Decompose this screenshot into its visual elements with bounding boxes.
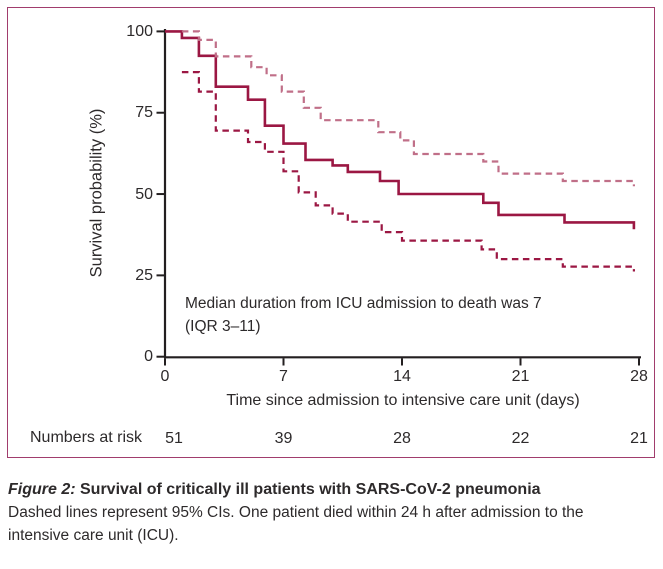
x-tick-label: 14 — [393, 368, 411, 385]
caption-title-text: Survival of critically ill patients with… — [75, 481, 541, 498]
x-tick-label: 28 — [630, 368, 648, 385]
y-tick-label: 100 — [126, 22, 153, 40]
figure-panel — [7, 7, 655, 458]
y-tick-label: 75 — [135, 104, 153, 122]
median-annotation: Median duration from ICU admission to de… — [185, 292, 542, 338]
y-axis-title: Survival probability (%) — [87, 108, 106, 278]
x-tick-label: 21 — [511, 368, 530, 385]
numbers-at-risk-label: Numbers at risk — [30, 429, 143, 446]
caption-body: Dashed lines represent 95% CIs. One pati… — [8, 504, 584, 544]
x-tick-label: 0 — [160, 368, 170, 385]
series-lower-95ci — [181, 71, 635, 272]
median-annotation-line2: (IQR 3–11) — [185, 318, 261, 335]
y-tick-label: 25 — [135, 266, 153, 284]
numbers-at-risk-value: 51 — [165, 430, 183, 447]
caption-title: Figure 2: Survival of critically ill pat… — [8, 478, 624, 501]
y-tick-label: 50 — [135, 185, 153, 203]
numbers-at-risk-value: 21 — [630, 430, 648, 447]
numbers-at-risk-value: 22 — [511, 430, 530, 447]
x-axis-title: Time since admission to intensive care u… — [226, 392, 580, 409]
median-annotation-line1: Median duration from ICU admission to de… — [185, 295, 542, 312]
figure-caption: Figure 2: Survival of critically ill pat… — [8, 478, 624, 547]
x-tick-label: 7 — [279, 368, 288, 385]
y-tick-label: 0 — [144, 348, 153, 366]
caption-figure-number: Figure 2: — [8, 481, 76, 498]
numbers-at-risk-value: 39 — [274, 430, 293, 447]
series-upper-95ci — [181, 30, 635, 187]
numbers-at-risk-value: 28 — [393, 430, 411, 447]
